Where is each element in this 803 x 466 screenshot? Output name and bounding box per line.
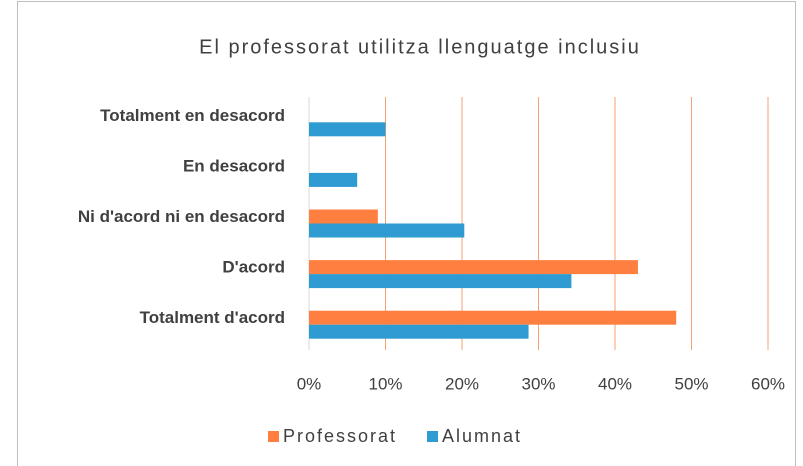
y-tick-label: Ni d'acord ni en desacord — [78, 207, 285, 226]
y-tick-label: D'acord — [222, 258, 285, 277]
legend-swatch — [427, 431, 438, 442]
y-tick-label: Totalment d'acord — [140, 308, 285, 327]
x-tick-label: 30% — [521, 374, 555, 393]
x-tick-label: 50% — [674, 374, 708, 393]
chart-title: El professorat utilitza llenguatge inclu… — [199, 36, 641, 58]
y-tick-label: En desacord — [183, 156, 285, 175]
y-tick-label: Totalment en desacord — [100, 106, 285, 125]
x-tick-label: 0% — [297, 374, 322, 393]
legend-label: Alumnat — [442, 426, 522, 446]
bar — [309, 274, 572, 289]
bar — [309, 172, 358, 187]
x-tick-label: 40% — [598, 374, 632, 393]
bar — [309, 223, 465, 238]
bar — [309, 260, 638, 275]
x-tick-label: 60% — [751, 374, 785, 393]
legend-label: Professorat — [283, 426, 397, 446]
x-tick-label: 20% — [445, 374, 479, 393]
bar — [309, 122, 386, 137]
bar — [309, 310, 677, 325]
legend-swatch — [268, 431, 279, 442]
bar — [309, 324, 529, 339]
bar — [309, 209, 378, 224]
x-tick-label: 10% — [368, 374, 402, 393]
